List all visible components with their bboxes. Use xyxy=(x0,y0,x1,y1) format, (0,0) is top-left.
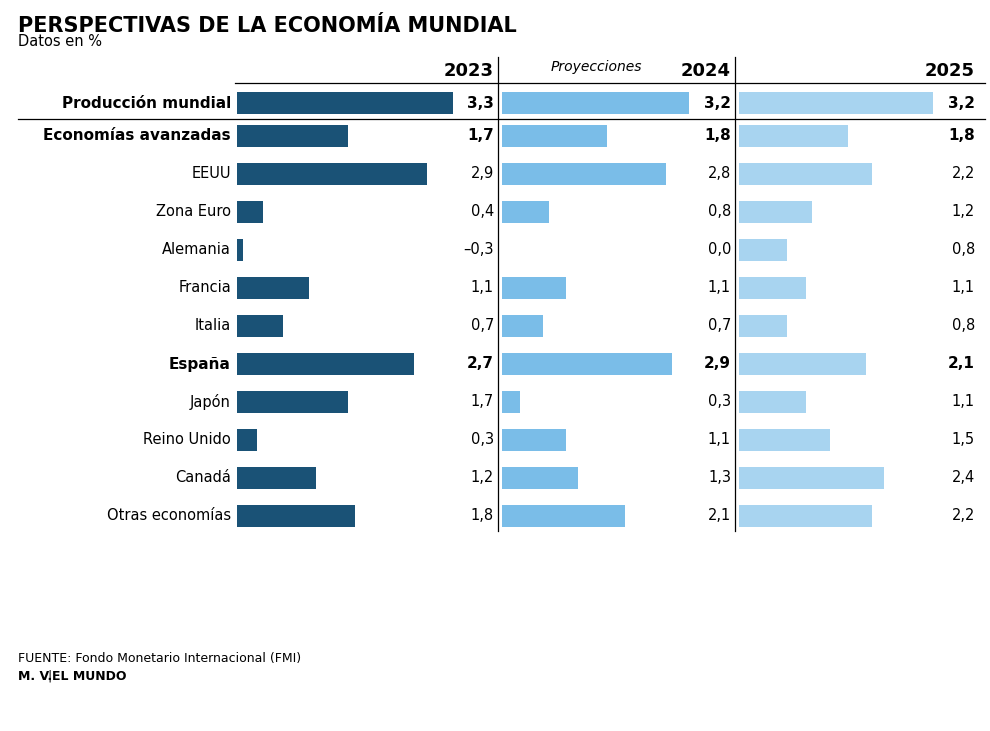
Bar xyxy=(739,277,806,299)
Text: 0,7: 0,7 xyxy=(708,319,731,333)
Bar xyxy=(739,315,787,337)
Text: 0,3: 0,3 xyxy=(708,395,731,409)
Bar xyxy=(237,92,452,114)
Bar xyxy=(739,429,830,451)
Text: 1,8: 1,8 xyxy=(471,509,494,523)
Bar xyxy=(502,505,625,527)
Text: 0,8: 0,8 xyxy=(951,243,975,257)
Text: Francia: Francia xyxy=(178,281,231,295)
Text: –0,3: –0,3 xyxy=(463,243,494,257)
Bar xyxy=(502,125,608,147)
Bar xyxy=(502,163,666,185)
Text: 1,8: 1,8 xyxy=(948,129,975,143)
Bar xyxy=(237,429,256,451)
Text: 1,7: 1,7 xyxy=(471,395,494,409)
Text: 2,2: 2,2 xyxy=(951,167,975,181)
Text: 3,2: 3,2 xyxy=(948,96,975,110)
Text: Alemania: Alemania xyxy=(162,243,231,257)
Text: 2023: 2023 xyxy=(444,62,494,80)
Text: Producción mundial: Producción mundial xyxy=(61,96,231,110)
Text: Otras economías: Otras economías xyxy=(107,509,231,523)
Text: 0,8: 0,8 xyxy=(951,319,975,333)
Bar xyxy=(739,201,812,223)
Text: 2,4: 2,4 xyxy=(951,471,975,485)
Text: 2025: 2025 xyxy=(925,62,975,80)
Text: 2,2: 2,2 xyxy=(951,509,975,523)
Bar xyxy=(237,391,348,413)
Text: |: | xyxy=(44,670,56,683)
Text: 3,2: 3,2 xyxy=(704,96,731,110)
Text: Zona Euro: Zona Euro xyxy=(156,205,231,219)
Text: 1,1: 1,1 xyxy=(708,433,731,447)
Text: 2,8: 2,8 xyxy=(708,167,731,181)
Text: 1,5: 1,5 xyxy=(951,433,975,447)
Bar xyxy=(237,467,316,489)
Text: EL MUNDO: EL MUNDO xyxy=(52,670,127,683)
Text: 1,3: 1,3 xyxy=(708,471,731,485)
Bar xyxy=(739,353,866,375)
Text: 3,3: 3,3 xyxy=(467,96,494,110)
Bar xyxy=(739,163,872,185)
Bar xyxy=(739,92,933,114)
Bar xyxy=(502,429,566,451)
Text: 1,1: 1,1 xyxy=(471,281,494,295)
Text: 0,4: 0,4 xyxy=(471,205,494,219)
Bar xyxy=(739,125,848,147)
Bar xyxy=(502,467,578,489)
Text: España: España xyxy=(169,357,231,371)
Text: Reino Unido: Reino Unido xyxy=(144,433,231,447)
Bar xyxy=(739,467,884,489)
Text: 0,0: 0,0 xyxy=(708,243,731,257)
Text: 1,8: 1,8 xyxy=(704,129,731,143)
Bar xyxy=(502,277,566,299)
Bar xyxy=(237,277,309,299)
Text: Japón: Japón xyxy=(190,394,231,410)
Text: Proyecciones: Proyecciones xyxy=(550,60,643,74)
Bar xyxy=(502,315,543,337)
Text: 2,9: 2,9 xyxy=(704,357,731,371)
Bar xyxy=(739,505,872,527)
Text: 2,1: 2,1 xyxy=(708,509,731,523)
Text: 1,2: 1,2 xyxy=(471,471,494,485)
Text: 0,7: 0,7 xyxy=(470,319,494,333)
Text: M. V.: M. V. xyxy=(18,670,52,683)
Bar xyxy=(237,125,348,147)
Text: 0,3: 0,3 xyxy=(471,433,494,447)
Bar xyxy=(237,353,414,375)
Text: 1,1: 1,1 xyxy=(951,395,975,409)
Bar xyxy=(502,391,520,413)
Bar xyxy=(237,239,243,261)
Text: 2,1: 2,1 xyxy=(948,357,975,371)
Text: Italia: Italia xyxy=(195,319,231,333)
Text: FUENTE: Fondo Monetario Internacional (FMI): FUENTE: Fondo Monetario Internacional (F… xyxy=(18,652,301,665)
Bar xyxy=(502,201,548,223)
Text: 1,1: 1,1 xyxy=(951,281,975,295)
Text: 2024: 2024 xyxy=(681,62,731,80)
Text: Economías avanzadas: Economías avanzadas xyxy=(44,129,231,143)
Bar xyxy=(739,391,806,413)
Text: 1,7: 1,7 xyxy=(467,129,494,143)
Text: EEUU: EEUU xyxy=(191,167,231,181)
Text: 2,9: 2,9 xyxy=(471,167,494,181)
Text: PERSPECTIVAS DE LA ECONOMÍA MUNDIAL: PERSPECTIVAS DE LA ECONOMÍA MUNDIAL xyxy=(18,16,517,36)
Bar xyxy=(502,92,689,114)
Text: 1,2: 1,2 xyxy=(951,205,975,219)
Text: Canadá: Canadá xyxy=(175,471,231,485)
Bar xyxy=(237,201,263,223)
Bar xyxy=(237,315,283,337)
Text: 1,1: 1,1 xyxy=(708,281,731,295)
Bar xyxy=(237,163,427,185)
Text: 2,7: 2,7 xyxy=(467,357,494,371)
Bar xyxy=(502,353,672,375)
Bar xyxy=(739,239,787,261)
Bar xyxy=(237,505,354,527)
Text: Datos en %: Datos en % xyxy=(18,34,102,49)
Text: 0,8: 0,8 xyxy=(708,205,731,219)
